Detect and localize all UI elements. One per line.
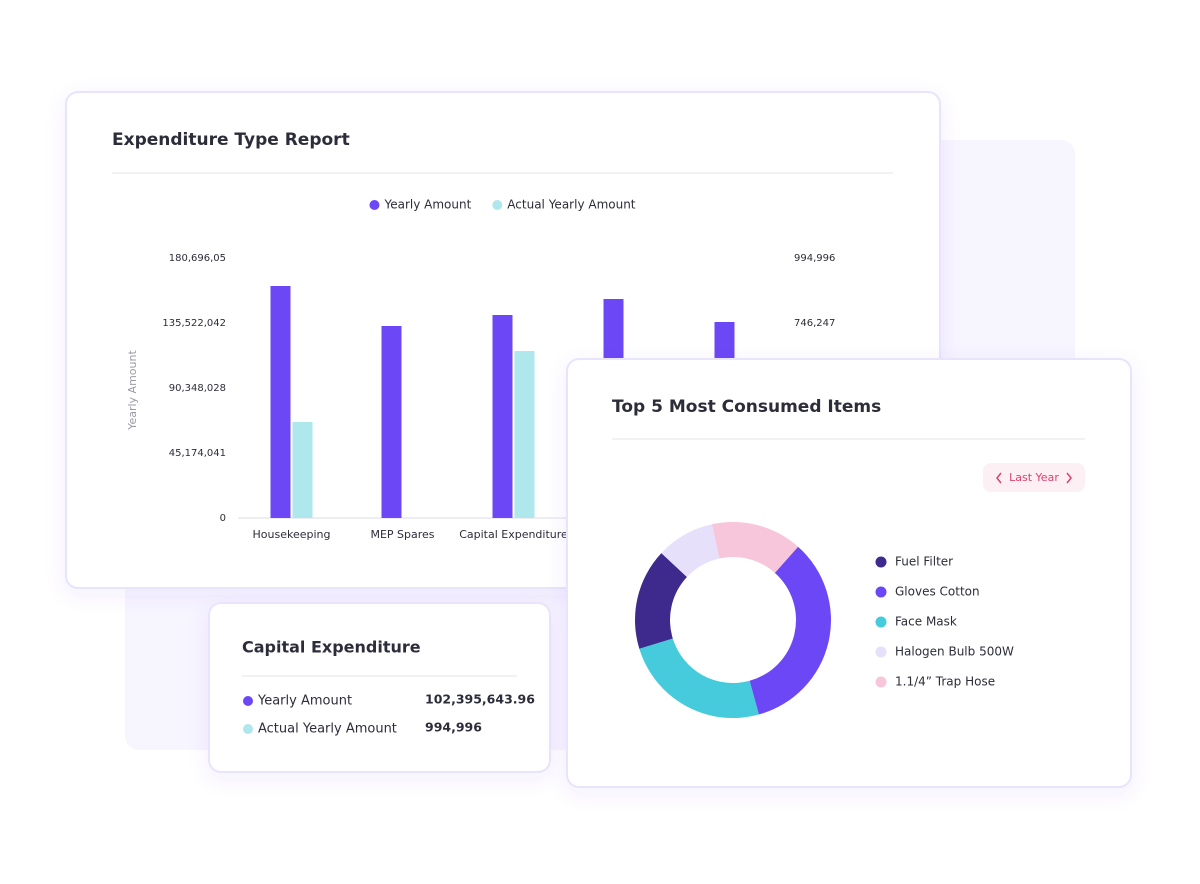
y2-tick-label: 746,247: [794, 318, 835, 329]
legend-dot: [875, 616, 887, 628]
y-tick-label: 135,522,042: [162, 318, 226, 329]
legend-dot: [875, 676, 887, 688]
legend-dot: [492, 200, 503, 210]
y-tick-label: 0: [220, 513, 226, 524]
bar: [514, 351, 535, 518]
legend-dot: [369, 200, 380, 210]
donut-segment: [639, 638, 759, 719]
x-tick-label: Housekeeping: [253, 528, 331, 541]
detail-card: Capital Expenditure Yearly Amount 102,395…: [208, 602, 551, 773]
donut-segment: [749, 546, 831, 715]
x-tick-label: Capital Expenditure: [459, 528, 568, 541]
next-arrow[interactable]: [1066, 472, 1072, 484]
legend-item: Actual Yearly Amount: [492, 198, 636, 212]
button-label[interactable]: Last Year: [1009, 471, 1059, 484]
card-bg: [208, 602, 551, 773]
legend-label: Fuel Filter: [895, 555, 953, 569]
card-title: Expenditure Type Report: [112, 130, 350, 150]
bar: [292, 422, 313, 518]
legend-label: Gloves Cotton: [895, 585, 980, 599]
donut-segment: [711, 522, 799, 573]
y-axis-title: Yearly Amount: [126, 350, 139, 431]
card-title: Top 5 Most Consumed Items: [612, 397, 881, 417]
bar: [381, 325, 402, 518]
legend-label: Face Mask: [895, 615, 957, 629]
legend-label: Halogen Bulb 500W: [895, 645, 1014, 659]
row-dot: [243, 724, 253, 734]
bar: [492, 315, 513, 518]
y-tick-label: 180,696,05: [169, 253, 226, 264]
row-dot: [243, 696, 253, 706]
legend-label: Actual Yearly Amount: [507, 198, 636, 212]
row-value: 102,395,643.96: [425, 692, 535, 707]
period-selector[interactable]: Last Year: [983, 463, 1085, 492]
bar: [270, 285, 291, 518]
legend-dot: [875, 646, 887, 658]
legend-dot: [875, 556, 887, 568]
donut-segment: [634, 553, 687, 649]
row-value: 994,996: [425, 720, 482, 735]
button-bg[interactable]: [983, 463, 1085, 492]
row-label: Actual Yearly Amount: [258, 722, 397, 737]
prev-arrow[interactable]: [996, 472, 1002, 484]
y-tick-label: 45,174,041: [169, 448, 226, 459]
legend-label: 1.1/4” Trap Hose: [895, 675, 995, 689]
legend-dot: [875, 586, 887, 598]
legend-label: Yearly Amount: [383, 198, 471, 212]
y2-tick-label: 994,996: [794, 253, 835, 264]
legend-item: Yearly Amount: [369, 198, 472, 212]
donut-segment: [661, 524, 720, 577]
row-label: Yearly Amount: [257, 694, 352, 709]
donut-card: Top 5 Most Consumed Items Last Year Fuel…: [566, 358, 1132, 788]
y-tick-label: 90,348,028: [169, 383, 226, 394]
x-tick-label: MEP Spares: [370, 528, 434, 541]
card-title: Capital Expenditure: [242, 638, 421, 657]
